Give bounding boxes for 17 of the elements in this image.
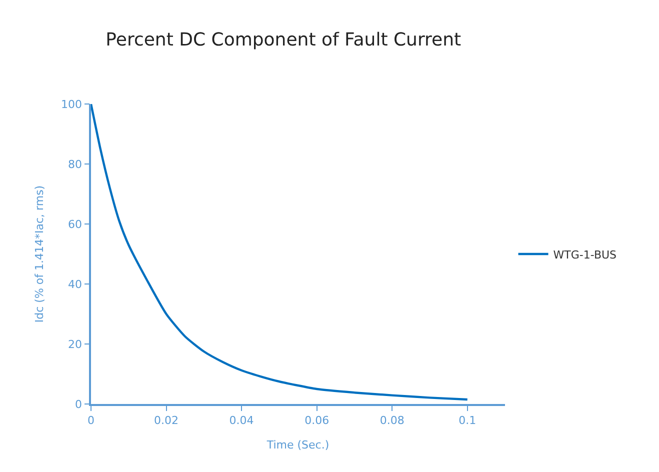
y-tick-label: 40 <box>68 278 82 291</box>
y-tick-label: 20 <box>68 338 82 351</box>
chart-title: Percent DC Component of Fault Current <box>106 30 462 51</box>
y-axis-title: Idc (% of 1.414*Iac, rms) <box>33 185 46 323</box>
x-tick-label: 0.04 <box>229 414 254 427</box>
line-series <box>91 104 468 401</box>
x-tick-label: 0.06 <box>304 414 330 427</box>
y-tick-label: 0 <box>75 398 82 411</box>
y-tick-label: 100 <box>61 98 82 111</box>
x-axis-title: Time (Sec.) <box>266 438 330 452</box>
x-tick-label: 0.08 <box>380 414 404 427</box>
y-tick-label: 60 <box>68 218 82 231</box>
legend-label: WTG-1-BUS <box>553 248 617 262</box>
x-tick-label: 0 <box>88 414 94 427</box>
x-tick-label: 0.1 <box>458 414 476 427</box>
y-tick-label: 80 <box>68 158 82 171</box>
x-tick-label: 0.02 <box>154 414 179 427</box>
